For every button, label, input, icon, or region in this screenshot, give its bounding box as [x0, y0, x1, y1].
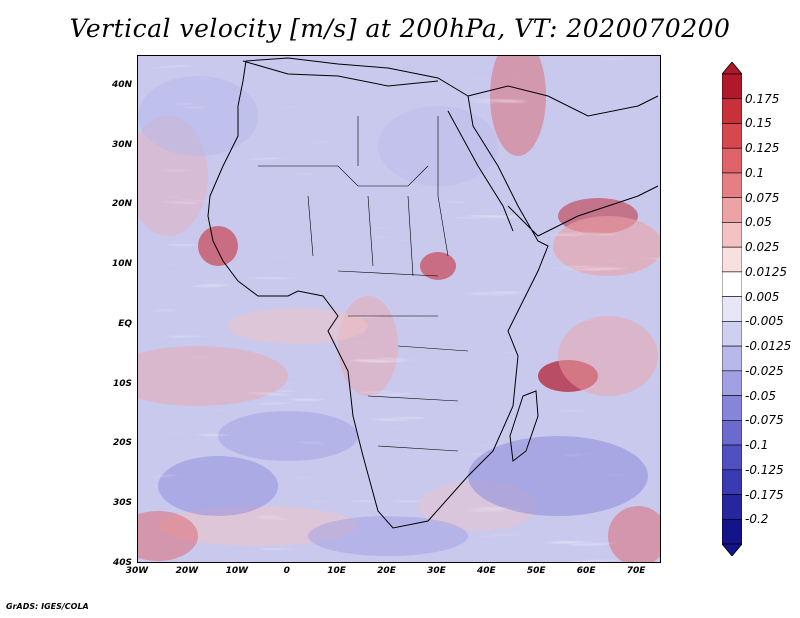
- colorbar-box: [722, 420, 742, 446]
- x-tick-label: 50E: [526, 566, 546, 576]
- colorbar-box: [722, 147, 742, 174]
- colorbar-label: -0.0125: [745, 339, 792, 354]
- velocity-field-map: [138, 56, 660, 562]
- colorbar-box: [722, 321, 742, 347]
- colorbar-box: [722, 246, 742, 273]
- x-tick-label: 20W: [175, 566, 199, 576]
- colorbar-box: [722, 345, 742, 372]
- map-title: Vertical velocity [m/s] at 200hPa, VT: 2…: [69, 14, 731, 43]
- colorbar-label: 0.125: [745, 141, 780, 156]
- colorbar-label: -0.005: [745, 314, 784, 329]
- x-tick-label: 30E: [427, 566, 446, 576]
- x-tick-label: 10E: [327, 566, 346, 576]
- colorbar-label: 0.15: [745, 116, 772, 131]
- colorbar-box: [722, 222, 742, 248]
- colorbar-label: 0.075: [745, 190, 780, 205]
- x-tick-label: 20E: [377, 566, 396, 576]
- madagascar-coastline: [509, 390, 539, 462]
- colorbar-label: -0.1: [745, 438, 769, 453]
- colorbar-label: 0.005: [745, 289, 780, 304]
- y-tick-label: 10S: [112, 378, 132, 389]
- colorbar-box: [722, 197, 742, 223]
- colorbar-box: [722, 518, 742, 545]
- y-tick-label: 30S: [112, 498, 132, 509]
- y-tick-label: EQ: [118, 318, 132, 329]
- colorbar-label: -0.025: [745, 363, 784, 378]
- colorbar-max-arrow: [722, 62, 742, 75]
- colorbar-label: 0.025: [745, 240, 780, 255]
- colorbar-label: 0.175: [745, 91, 780, 106]
- colorbar-label: -0.2: [745, 512, 769, 527]
- coastlines: [207, 57, 659, 529]
- x-tick-label: 40E: [476, 566, 496, 576]
- colorbar-box: [722, 494, 742, 520]
- colorbar-box: [722, 271, 742, 297]
- field-streaks: [138, 56, 660, 562]
- borders: [258, 116, 469, 452]
- map-plot-area: [137, 55, 661, 563]
- colorbar-box: [722, 123, 742, 149]
- colorbar-boxes: [722, 62, 742, 556]
- colorbar-label: -0.125: [745, 462, 784, 477]
- x-tick-label: 60E: [576, 566, 596, 576]
- colorbar: [722, 62, 742, 556]
- colorbar-box: [722, 98, 742, 124]
- x-tick-label: 30W: [125, 566, 149, 576]
- x-tick-label: 0: [283, 566, 290, 576]
- colorbar-label: -0.05: [745, 388, 777, 403]
- credit-text: GrADS: IGES/COLA: [6, 602, 89, 611]
- y-tick-label: 40N: [111, 79, 132, 90]
- y-tick-label: 20N: [111, 199, 132, 210]
- colorbar-box: [722, 370, 742, 396]
- x-tick-label: 10W: [225, 566, 249, 576]
- y-tick-label: 40S: [112, 558, 132, 568]
- colorbar-box: [722, 395, 742, 421]
- colorbar-box: [722, 73, 742, 100]
- colorbar-label: 0.05: [745, 215, 772, 230]
- red-sea: [447, 110, 514, 232]
- mediterranean-coastline: [242, 60, 439, 87]
- y-tick-label: 30N: [111, 139, 132, 150]
- colorbar-box: [722, 172, 742, 198]
- colorbar-label: 0.1: [745, 165, 765, 180]
- colorbar-box: [722, 444, 742, 471]
- colorbar-min-arrow: [722, 543, 742, 556]
- colorbar-box: [722, 296, 742, 322]
- colorbar-box: [722, 469, 742, 495]
- colorbar-label: -0.175: [745, 487, 784, 502]
- x-tick-label: 70E: [626, 566, 646, 576]
- colorbar-label: 0.0125: [745, 264, 787, 279]
- y-tick-label: 10N: [111, 259, 132, 270]
- y-tick-label: 20S: [112, 438, 132, 449]
- africa-coastline: [207, 57, 549, 529]
- arabia-coastline: [467, 85, 659, 237]
- colorbar-label: -0.075: [745, 413, 784, 428]
